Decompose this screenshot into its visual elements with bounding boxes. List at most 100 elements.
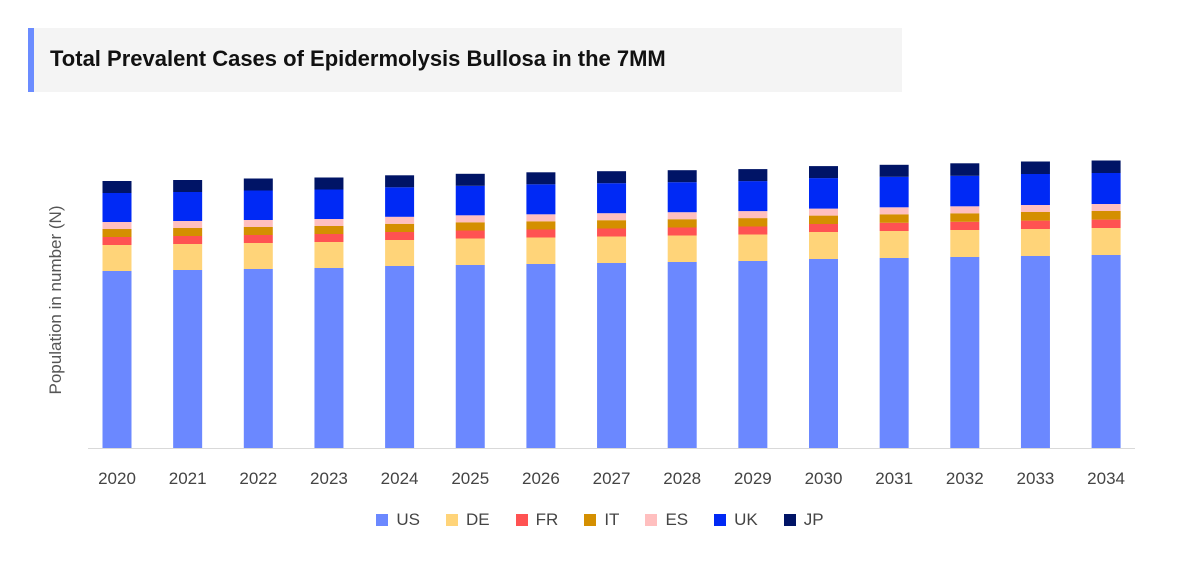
bar-segment-fr-2033	[1020, 220, 1050, 229]
x-tick-label: 2024	[381, 469, 419, 488]
bar-segment-de-2020	[102, 245, 132, 271]
legend-swatch	[645, 514, 658, 526]
bar-segment-es-2025	[455, 215, 485, 223]
bar-segment-fr-2021	[173, 236, 203, 244]
bar-segment-de-2028	[667, 235, 697, 262]
bar-segment-fr-2025	[455, 230, 485, 239]
bar-segment-de-2032	[950, 230, 980, 257]
bar-segment-es-2032	[950, 206, 980, 214]
bar-segment-uk-2030	[809, 178, 838, 209]
bar-segment-uk-2023	[314, 189, 344, 219]
x-tick-label: 2023	[310, 469, 348, 488]
bar-segment-uk-2032	[950, 175, 980, 207]
bar-segment-es-2030	[809, 208, 838, 216]
x-tick-label: 2032	[946, 469, 984, 488]
bar-segment-fr-2029	[738, 226, 768, 235]
x-tick-label: 2029	[734, 469, 772, 488]
bar-segment-us-2029	[738, 261, 768, 448]
legend-label: US	[396, 510, 421, 529]
bar-segment-it-2032	[950, 213, 980, 222]
bar-segment-fr-2023	[314, 234, 344, 242]
x-tick-label: 2027	[593, 469, 631, 488]
bar-segment-jp-2032	[950, 163, 980, 176]
bar-segment-de-2024	[385, 240, 415, 266]
bar-segment-uk-2029	[738, 181, 768, 212]
bar-segment-it-2020	[102, 229, 132, 237]
bar-segment-it-2033	[1020, 212, 1050, 221]
bar-segment-us-2024	[385, 266, 415, 448]
legend: US DE FR IT ES UK JP	[0, 510, 1200, 530]
bar-segment-uk-2021	[173, 192, 203, 221]
x-tick-label: 2028	[663, 469, 701, 488]
bar-segment-fr-2024	[385, 232, 415, 240]
x-tick-label: 2020	[98, 469, 136, 488]
bar-segment-uk-2022	[243, 190, 273, 220]
bar-segment-it-2025	[455, 222, 485, 231]
bar-segment-es-2027	[597, 213, 627, 221]
bar-segment-it-2028	[667, 219, 697, 228]
chart-title-box: Total Prevalent Cases of Epidermolysis B…	[28, 28, 902, 92]
bar-segment-jp-2028	[667, 170, 697, 183]
bar-segment-it-2026	[526, 221, 556, 230]
legend-swatch	[714, 514, 727, 526]
bar-segment-us-2033	[1020, 256, 1050, 448]
legend-label: IT	[604, 510, 620, 529]
bar-segment-fr-2022	[243, 235, 273, 243]
x-tick-label: 2021	[169, 469, 207, 488]
bar-segment-de-2025	[455, 238, 485, 265]
bar-segment-it-2021	[173, 228, 203, 236]
bar-segment-jp-2021	[173, 180, 203, 192]
bar-segment-es-2028	[667, 212, 697, 220]
bar-segment-de-2033	[1020, 229, 1050, 256]
bar-segment-fr-2034	[1091, 219, 1121, 228]
bar-segment-es-2029	[738, 211, 768, 219]
bar-segment-us-2025	[455, 265, 485, 448]
bar-segment-us-2031	[879, 258, 909, 448]
bar-segment-fr-2020	[102, 237, 132, 245]
bar-segment-jp-2030	[809, 166, 838, 179]
bar-segment-uk-2027	[597, 183, 627, 214]
bar-segment-fr-2030	[809, 224, 838, 232]
bar-segment-fr-2026	[526, 229, 556, 238]
legend-label: UK	[734, 510, 758, 529]
bar-segment-us-2027	[597, 263, 627, 448]
legend-swatch	[584, 514, 597, 526]
bar-segment-es-2020	[102, 222, 132, 229]
bar-segment-de-2023	[314, 242, 344, 268]
legend-item-it: IT	[584, 510, 619, 530]
legend-item-us: US	[376, 510, 420, 530]
legend-swatch	[783, 514, 796, 526]
bar-segment-es-2022	[243, 220, 273, 227]
legend-item-es: ES	[645, 510, 688, 530]
bar-segment-jp-2025	[455, 173, 485, 186]
bar-segment-uk-2020	[102, 193, 132, 222]
bar-segment-us-2023	[314, 268, 344, 448]
x-tick-label: 2022	[239, 469, 277, 488]
bar-segment-de-2034	[1091, 228, 1121, 255]
legend-item-de: DE	[446, 510, 490, 530]
x-tick-label: 2034	[1087, 469, 1125, 488]
bar-segment-us-2021	[173, 270, 203, 448]
bar-segment-jp-2024	[385, 175, 415, 188]
bar-segment-jp-2031	[879, 164, 909, 177]
legend-swatch	[515, 514, 528, 526]
legend-label: FR	[535, 510, 559, 529]
bar-segment-it-2030	[809, 215, 838, 224]
bar-segment-us-2034	[1091, 255, 1121, 448]
bar-segment-us-2028	[667, 262, 697, 448]
x-tick-label: 2033	[1017, 469, 1055, 488]
legend-label: JP	[803, 510, 824, 529]
bar-segment-it-2023	[314, 226, 344, 234]
bar-segment-it-2027	[597, 220, 627, 229]
bar-segment-fr-2027	[597, 228, 627, 237]
bar-segment-es-2026	[526, 214, 556, 222]
legend-item-uk: UK	[714, 510, 758, 530]
bar-segment-us-2022	[243, 269, 273, 448]
bar-segment-es-2033	[1020, 205, 1050, 212]
bar-segment-de-2030	[809, 232, 838, 259]
bar-segment-jp-2023	[314, 177, 344, 190]
bar-segment-us-2026	[526, 264, 556, 448]
bar-segment-de-2026	[526, 237, 556, 264]
bar-segment-us-2020	[102, 271, 132, 448]
bar-segment-jp-2033	[1020, 161, 1050, 174]
